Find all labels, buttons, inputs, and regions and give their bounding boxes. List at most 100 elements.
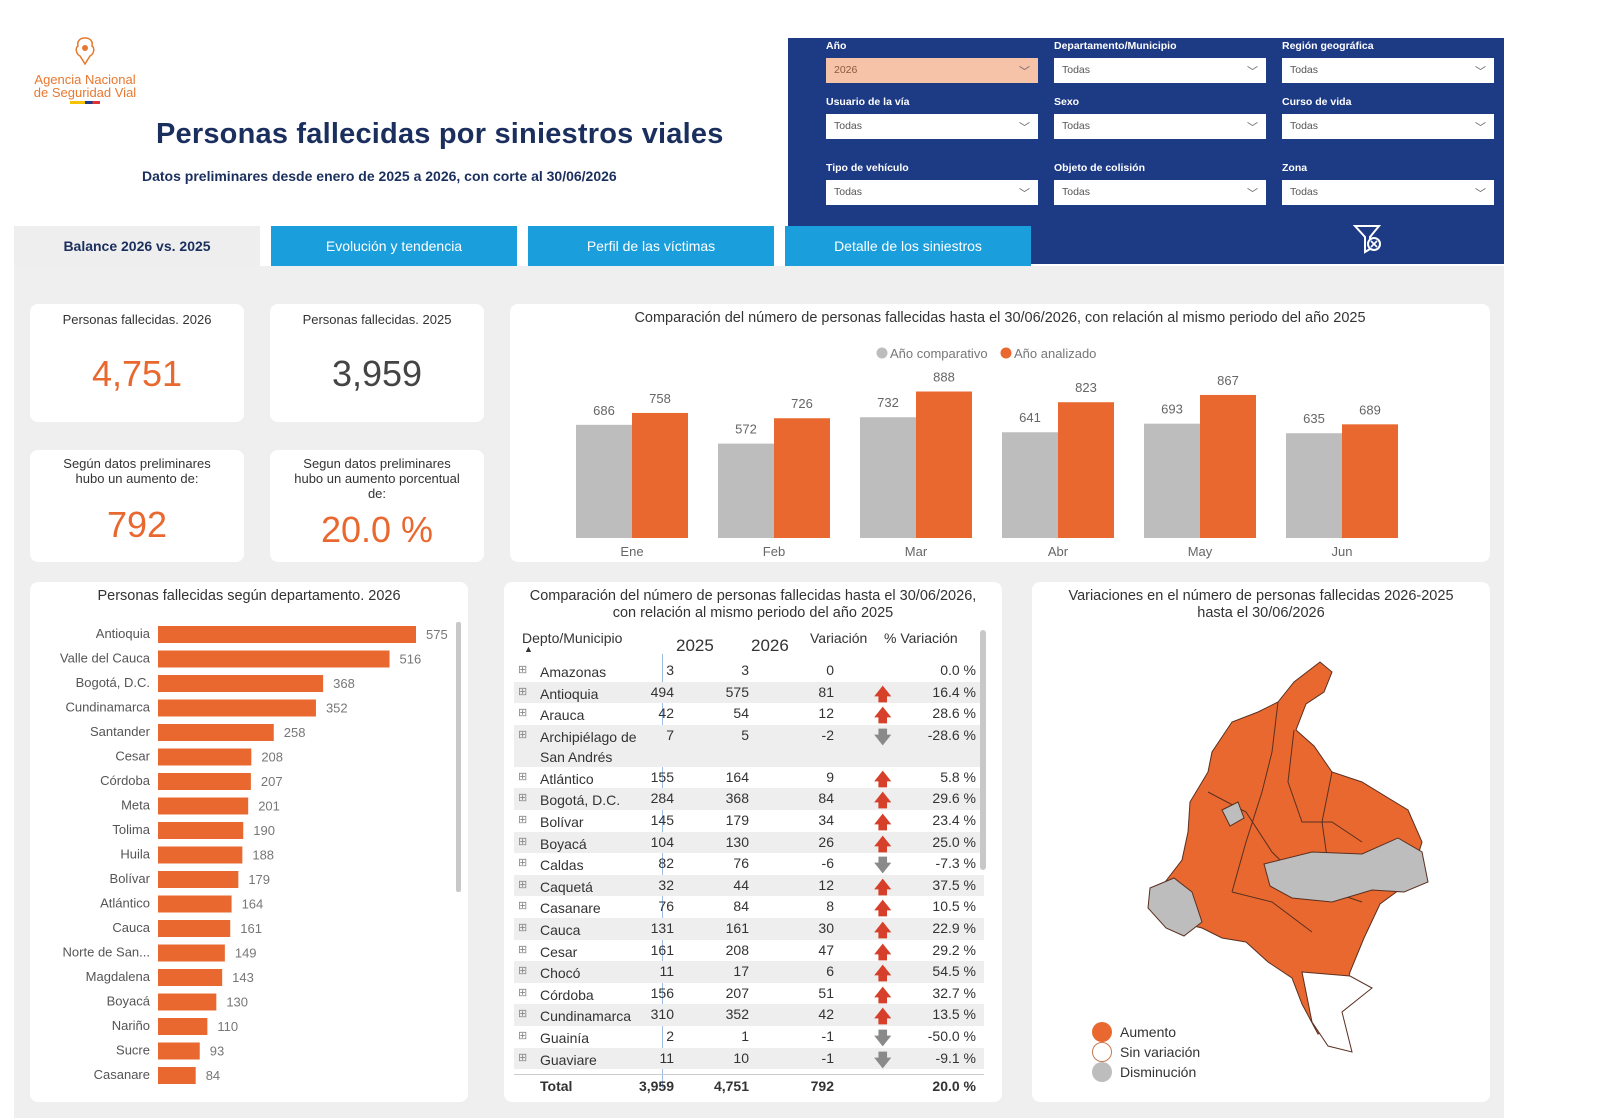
clear-filters-icon[interactable] (1352, 222, 1384, 256)
table-row[interactable]: ⊞ Arauca 42 54 12 🡅 28.6 % (514, 703, 984, 725)
bar-boyacá[interactable] (158, 993, 217, 1011)
row-pct: -9.1 % (935, 1049, 976, 1066)
row-variation: 0 (826, 662, 834, 678)
table-row[interactable]: ⊞ Cauca 131 161 30 🡅 22.9 % (514, 918, 984, 940)
bar-analyzed-mar[interactable] (916, 391, 972, 538)
bar-comparative-may[interactable] (1144, 423, 1200, 538)
filter-life-course-select[interactable]: Todas ﹀ (1282, 114, 1494, 139)
table-row[interactable]: ⊞ Guaviare 11 10 -1 🡇 -9.1 % (514, 1047, 984, 1070)
table-row[interactable]: ⊞ Amazonas 3 3 0 0.0 % (514, 660, 984, 682)
bar-huila[interactable] (158, 846, 243, 864)
bar-comparative-ene[interactable] (576, 424, 632, 538)
filter-collision-object-select[interactable]: Todas ﹀ (1054, 180, 1266, 205)
expand-icon[interactable]: ⊞ (518, 728, 528, 741)
bar-cesar[interactable] (158, 748, 252, 766)
expand-icon[interactable]: ⊞ (518, 857, 528, 870)
expand-icon[interactable]: ⊞ (518, 1030, 528, 1042)
table-row[interactable]: ⊞ Caldas 82 76 -6 🡇 -7.3 % (514, 853, 984, 875)
bar-norte-de-san-[interactable] (158, 944, 225, 962)
bar-casanare[interactable] (158, 1067, 196, 1084)
bar-santander[interactable] (158, 724, 274, 741)
expand-icon[interactable]: ⊞ (518, 965, 528, 978)
filter-zone-select[interactable]: Todas ﹀ (1282, 180, 1494, 205)
filter-region-select[interactable]: Todas ﹀ (1282, 58, 1494, 83)
bar-nariño[interactable] (158, 1018, 208, 1035)
tab-crash-detail[interactable]: Detalle de los siniestros (785, 226, 1031, 266)
tab-evolution[interactable]: Evolución y tendencia (271, 226, 517, 266)
sort-asc-icon[interactable]: ▲ (524, 644, 533, 654)
bar-analyzed-abr[interactable] (1058, 402, 1114, 538)
bar-valle-del-cauca[interactable] (158, 650, 390, 668)
row-name: Amazonas (540, 664, 607, 680)
header-variation[interactable]: Variación (810, 630, 868, 646)
filter-department-select[interactable]: Todas ﹀ (1054, 58, 1266, 83)
table-row[interactable]: ⊞ Cesar 161 208 47 🡅 29.2 % (514, 940, 984, 962)
category-label: Bogotá, D.C. (76, 675, 150, 690)
data-label: 689 (1359, 402, 1381, 417)
table-row[interactable]: ⊞ Atlántico 155 164 9 🡅 5.8 % (514, 767, 984, 789)
tab-victim-profile[interactable]: Perfil de las víctimas (528, 226, 774, 266)
bar-bogotá-d-c-[interactable] (158, 675, 324, 692)
filter-year-select[interactable]: 2026 ﹀ (826, 58, 1038, 83)
table-row[interactable]: ⊞ Boyacá 104 130 26 🡅 25.0 % (514, 831, 984, 854)
table-row[interactable]: ⊞ Casanare 76 84 8 🡅 10.5 % (514, 896, 984, 918)
table-row[interactable]: ⊞ Bogotá, D.C. 284 368 84 🡅 29.6 % (514, 788, 984, 810)
header-dept[interactable]: Depto/Municipio (522, 630, 623, 646)
table-row[interactable]: ⊞ Antioquia 494 575 81 🡅 16.4 % (514, 681, 984, 704)
expand-icon[interactable]: ⊞ (518, 770, 528, 783)
expand-icon[interactable]: ⊞ (518, 1008, 528, 1021)
bar-analyzed-feb[interactable] (774, 418, 830, 538)
header-2026[interactable]: 2026 (751, 636, 789, 655)
bar-analyzed-may[interactable] (1200, 394, 1256, 538)
table-scrollbar[interactable] (980, 630, 986, 870)
expand-icon[interactable]: ⊞ (518, 835, 528, 848)
bar-bolívar[interactable] (158, 871, 239, 888)
bar-tolima[interactable] (158, 822, 244, 839)
expand-icon[interactable]: ⊞ (518, 900, 528, 913)
tab-balance[interactable]: Balance 2026 vs. 2025 (14, 226, 260, 266)
header-2025[interactable]: 2025 (676, 636, 714, 655)
bar-comparative-feb[interactable] (718, 443, 774, 538)
bar-cundinamarca[interactable] (158, 699, 316, 717)
expand-icon[interactable]: ⊞ (518, 922, 528, 934)
monthly-bar-chart: Año comparativo Año analizado 686 758 Ene 572… (576, 346, 1398, 559)
header-pct-variation[interactable]: % Variación (884, 630, 958, 646)
expand-icon[interactable]: ⊞ (518, 986, 528, 999)
table-row[interactable]: ⊞ Guainía 2 1 -1 🡇 -50.0 % (514, 1026, 984, 1048)
bar-sucre[interactable] (158, 1042, 200, 1060)
bar-córdoba[interactable] (158, 773, 251, 790)
expand-icon[interactable]: ⊞ (518, 878, 528, 891)
row-name: Caquetá (540, 878, 593, 895)
expand-icon[interactable]: ⊞ (518, 685, 528, 698)
expand-icon[interactable]: ⊞ (518, 1051, 528, 1064)
chart-scrollbar[interactable] (456, 622, 461, 892)
table-row[interactable]: ⊞ Bolívar 145 179 34 🡅 23.4 % (514, 810, 984, 832)
bar-atlántico[interactable] (158, 895, 232, 913)
bar-meta[interactable] (158, 797, 249, 815)
table-row[interactable]: ⊞ Córdoba 156 207 51 🡅 32.7 % (514, 983, 984, 1005)
bar-comparative-abr[interactable] (1002, 432, 1058, 538)
filter-road-user-select[interactable]: Todas ﹀ (826, 114, 1038, 139)
table-row[interactable]: ⊞ Chocó 11 17 6 🡅 54.5 % (514, 961, 984, 983)
bar-cauca[interactable] (158, 920, 231, 937)
filter-sex-select[interactable]: Todas ﹀ (1054, 114, 1266, 139)
colombia-map[interactable] (1032, 642, 1490, 1062)
bar-analyzed-jun[interactable] (1342, 424, 1398, 538)
expand-icon[interactable]: ⊞ (518, 664, 528, 676)
bar-comparative-mar[interactable] (860, 417, 916, 538)
expand-icon[interactable]: ⊞ (518, 814, 528, 826)
table-row[interactable]: ⊞ Archipiélago de San Andrés 7 5 -2 🡇 -28.6 % (514, 724, 984, 767)
bar-analyzed-ene[interactable] (632, 412, 688, 538)
expand-icon[interactable]: ⊞ (518, 707, 528, 720)
bar-comparative-jun[interactable] (1286, 433, 1342, 538)
table-row[interactable]: ⊞ Cundinamarca 310 352 42 🡅 13.5 % (514, 1004, 984, 1026)
table-row[interactable]: ⊞ Caquetá 32 44 12 🡅 37.5 % (514, 874, 984, 897)
expand-icon[interactable]: ⊞ (518, 943, 528, 956)
page-title: Personas fallecidas por siniestros viale… (156, 118, 724, 150)
bar-antioquia[interactable] (158, 626, 416, 643)
filter-vehicle-type-select[interactable]: Todas ﹀ (826, 180, 1038, 205)
row-2026: 3 (741, 662, 749, 678)
row-2025: 284 (650, 790, 674, 807)
bar-magdalena[interactable] (158, 969, 223, 986)
expand-icon[interactable]: ⊞ (518, 792, 528, 805)
